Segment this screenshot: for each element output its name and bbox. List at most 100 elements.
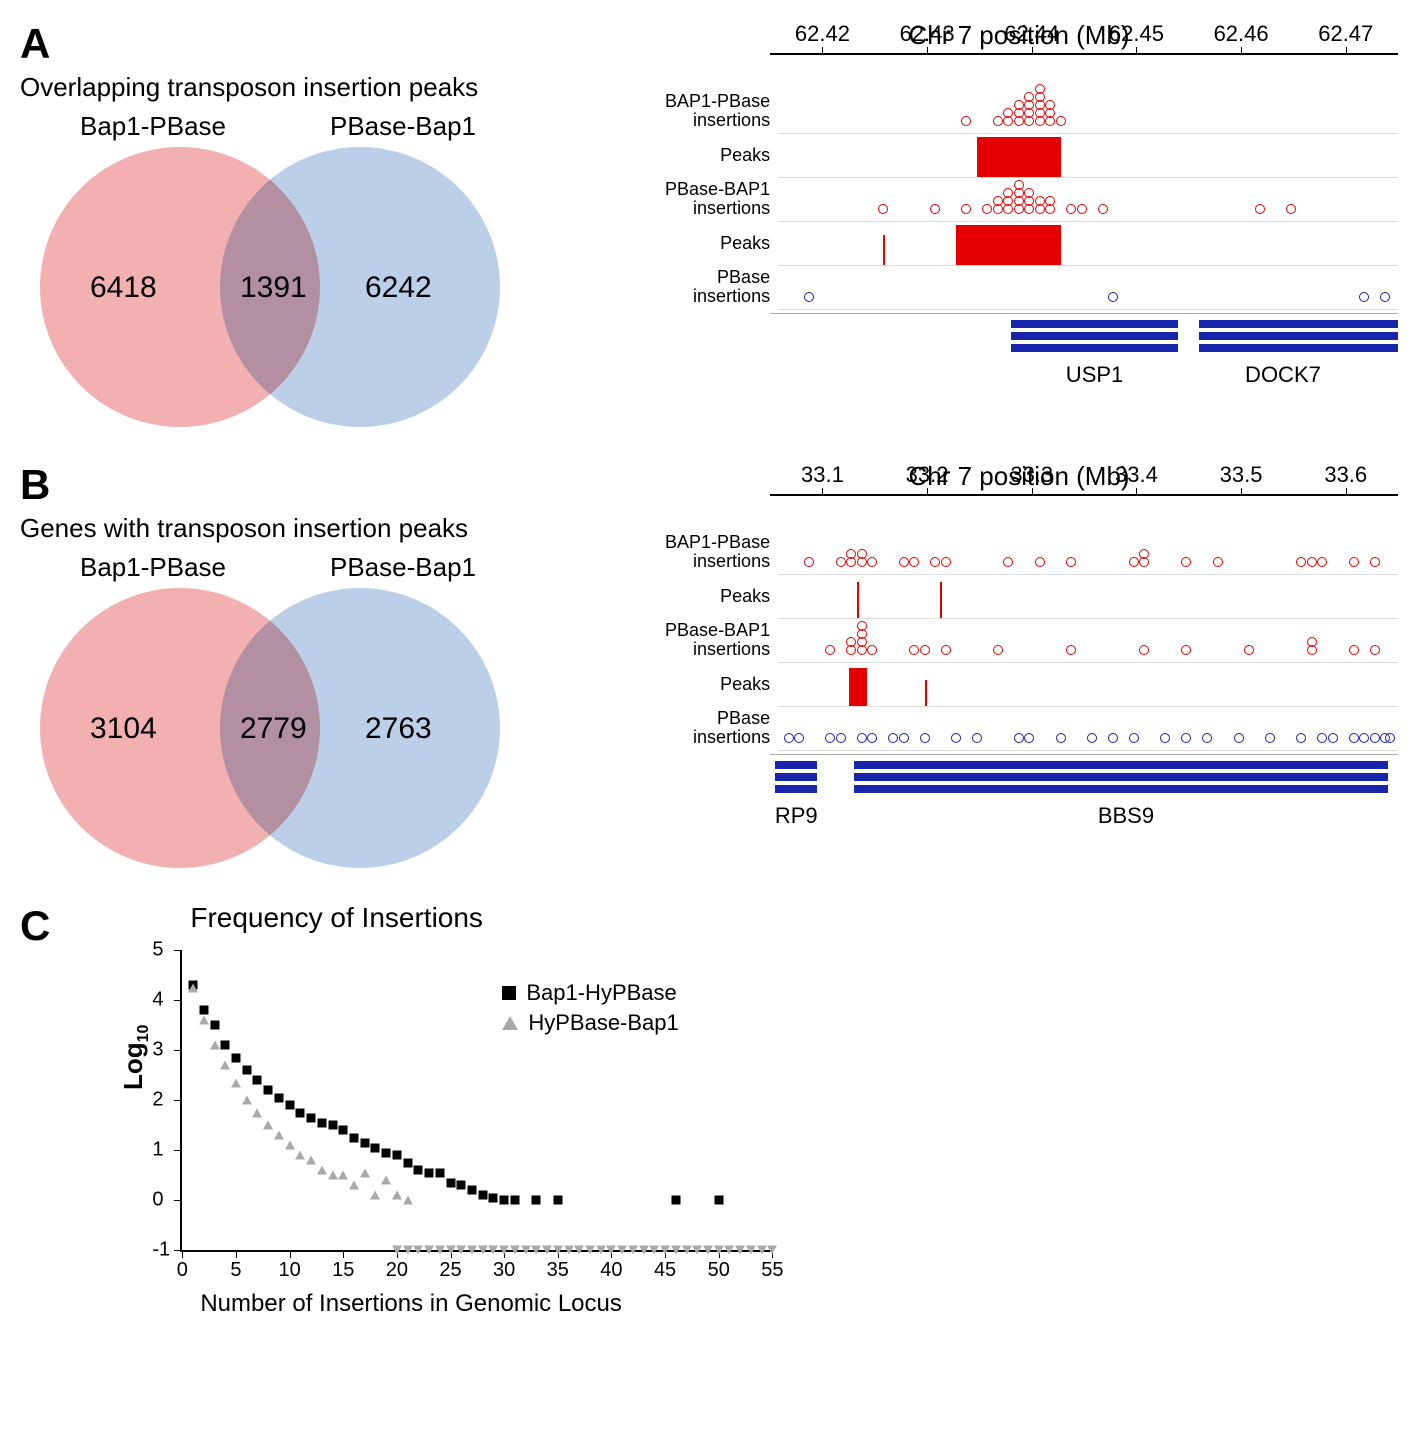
- x-tick-label: 62.47: [1318, 21, 1373, 47]
- track-label: BAP1-PBaseinsertions: [640, 92, 778, 130]
- track-body: [778, 89, 1398, 134]
- x-tick-label: 62.46: [1214, 21, 1269, 47]
- x-tick-label: 35: [547, 1259, 569, 1282]
- gene-name: USP1: [1066, 362, 1123, 388]
- y-tick-label: -1: [152, 1239, 170, 1262]
- track-label: Peaks: [640, 234, 778, 253]
- track-body: [778, 265, 1398, 310]
- track-body: [778, 221, 1398, 266]
- x-tick-label: 25: [439, 1259, 461, 1282]
- panel-a-title: Overlapping transposon insertion peaks: [20, 72, 640, 103]
- x-tick-label: 15: [332, 1259, 354, 1282]
- gene-name: DOCK7: [1245, 362, 1321, 388]
- x-tick-label: 62.42: [795, 21, 850, 47]
- y-tick-label: 4: [152, 989, 163, 1012]
- panel-b-title: Genes with transposon insertion peaks: [20, 513, 640, 544]
- venn-b-left-count: 3104: [90, 712, 157, 746]
- figure-root: A Overlapping transposon insertion peaks…: [20, 20, 1398, 1320]
- panel-b-x-axis: 33.133.233.333.433.533.6: [770, 494, 1398, 524]
- panel-b-tracks: BAP1-PBaseinsertions Peaks PBase-BAP1inser…: [640, 530, 1398, 750]
- track-label: PBase-BAP1insertions: [640, 180, 778, 218]
- venn-a-overlap-count: 1391: [240, 271, 307, 305]
- x-tick-label: 33.4: [1115, 462, 1158, 488]
- ylabel-sub: 10: [136, 1025, 153, 1043]
- track-label: PBaseinsertions: [640, 268, 778, 306]
- venn-a-left-label: Bap1-PBase: [80, 111, 226, 142]
- venn-b-left-label: Bap1-PBase: [80, 552, 226, 583]
- x-tick-label: 30: [493, 1259, 515, 1282]
- panel-b-label: B: [20, 461, 640, 509]
- ylabel-base: Log: [118, 1042, 148, 1090]
- panel-c-xlabel: Number of Insertions in Genomic Locus: [200, 1290, 622, 1318]
- panel-a-left: A Overlapping transposon insertion peaks…: [20, 20, 640, 441]
- venn-a-left-count: 6418: [90, 271, 157, 305]
- panel-c-ylabel: Log10: [118, 1025, 153, 1090]
- panel-c: C Frequency of Insertions Log10 Bap1-HyP…: [20, 902, 1398, 1320]
- x-tick-label: 45: [654, 1259, 676, 1282]
- panel-b-left: B Genes with transposon insertion peaks …: [20, 461, 640, 882]
- x-tick-label: 62.44: [1004, 21, 1059, 47]
- panel-b-venn: Bap1-PBase PBase-Bap1 3104 2779 2763: [20, 552, 540, 882]
- y-tick-label: 2: [152, 1089, 163, 1112]
- legend-triangle-icon: [502, 1016, 518, 1030]
- x-tick-label: 55: [761, 1259, 783, 1282]
- panel-a-x-axis: 62.4262.4362.4462.4562.4662.47: [770, 53, 1398, 83]
- track-label: PBaseinsertions: [640, 709, 778, 747]
- legend-square-icon: [502, 986, 516, 1000]
- track-label: BAP1-PBaseinsertions: [640, 533, 778, 571]
- gene-name: BBS9: [1098, 803, 1154, 829]
- legend-label-2: HyPBase-Bap1: [528, 1010, 678, 1036]
- venn-b-right-label: PBase-Bap1: [330, 552, 476, 583]
- x-tick-label: 33.3: [1010, 462, 1053, 488]
- track-body: [778, 133, 1398, 178]
- panel-a-tracks: BAP1-PBaseinsertions Peaks PBase-BAP1inser…: [640, 89, 1398, 309]
- x-tick-label: 33.5: [1220, 462, 1263, 488]
- panel-a-venn: Bap1-PBase PBase-Bap1 6418 1391 6242: [20, 111, 540, 441]
- x-tick-label: 0: [177, 1259, 188, 1282]
- gene-name: RP9: [775, 803, 818, 829]
- legend-row-2: HyPBase-Bap1: [502, 1010, 678, 1036]
- x-tick-label: 33.1: [801, 462, 844, 488]
- y-tick-label: 3: [152, 1039, 163, 1062]
- track-body: [778, 177, 1398, 222]
- x-tick-label: 50: [708, 1259, 730, 1282]
- panel-a-label: A: [20, 20, 640, 68]
- venn-b-right-count: 2763: [365, 712, 432, 746]
- legend-row-1: Bap1-HyPBase: [502, 980, 678, 1006]
- track-body: [778, 530, 1398, 575]
- panel-b: B Genes with transposon insertion peaks …: [20, 461, 1398, 882]
- panel-b-gene-track: RP9BBS9: [770, 754, 1398, 805]
- panel-c-title: Frequency of Insertions: [190, 902, 800, 934]
- track-body: [778, 574, 1398, 619]
- track-body: [778, 662, 1398, 707]
- track-label: PBase-BAP1insertions: [640, 621, 778, 659]
- panel-c-label: C: [20, 902, 50, 950]
- track-body: [778, 706, 1398, 751]
- panel-c-legend: Bap1-HyPBase HyPBase-Bap1: [502, 980, 678, 1040]
- x-tick-label: 5: [230, 1259, 241, 1282]
- track-body: [778, 618, 1398, 663]
- panel-c-scatter: Log10 Bap1-HyPBase HyPBase-Bap1: [100, 940, 800, 1320]
- venn-a-right-count: 6242: [365, 271, 432, 305]
- y-tick-label: 5: [152, 939, 163, 962]
- legend-label-1: Bap1-HyPBase: [526, 980, 676, 1006]
- x-tick-label: 62.43: [900, 21, 955, 47]
- scatter-axes: Bap1-HyPBase HyPBase-Bap1 -1012345051015…: [180, 950, 772, 1252]
- track-label: Peaks: [640, 146, 778, 165]
- track-label: Peaks: [640, 675, 778, 694]
- venn-b-overlap-count: 2779: [240, 712, 307, 746]
- x-tick-label: 20: [386, 1259, 408, 1282]
- panel-a: A Overlapping transposon insertion peaks…: [20, 20, 1398, 441]
- y-tick-label: 1: [152, 1139, 163, 1162]
- panel-b-right: Chr 7 position (Mb) 33.133.233.333.433.5…: [640, 461, 1398, 882]
- venn-a-right-label: PBase-Bap1: [330, 111, 476, 142]
- x-tick-label: 62.45: [1109, 21, 1164, 47]
- panel-a-right: Chr 7 position (Mb) 62.4262.4362.4462.45…: [640, 20, 1398, 441]
- x-tick-label: 40: [600, 1259, 622, 1282]
- track-label: Peaks: [640, 587, 778, 606]
- x-tick-label: 33.6: [1324, 462, 1367, 488]
- x-tick-label: 10: [278, 1259, 300, 1282]
- x-tick-label: 33.2: [906, 462, 949, 488]
- panel-a-gene-track: USP1DOCK7: [770, 313, 1398, 364]
- y-tick-label: 0: [152, 1189, 163, 1212]
